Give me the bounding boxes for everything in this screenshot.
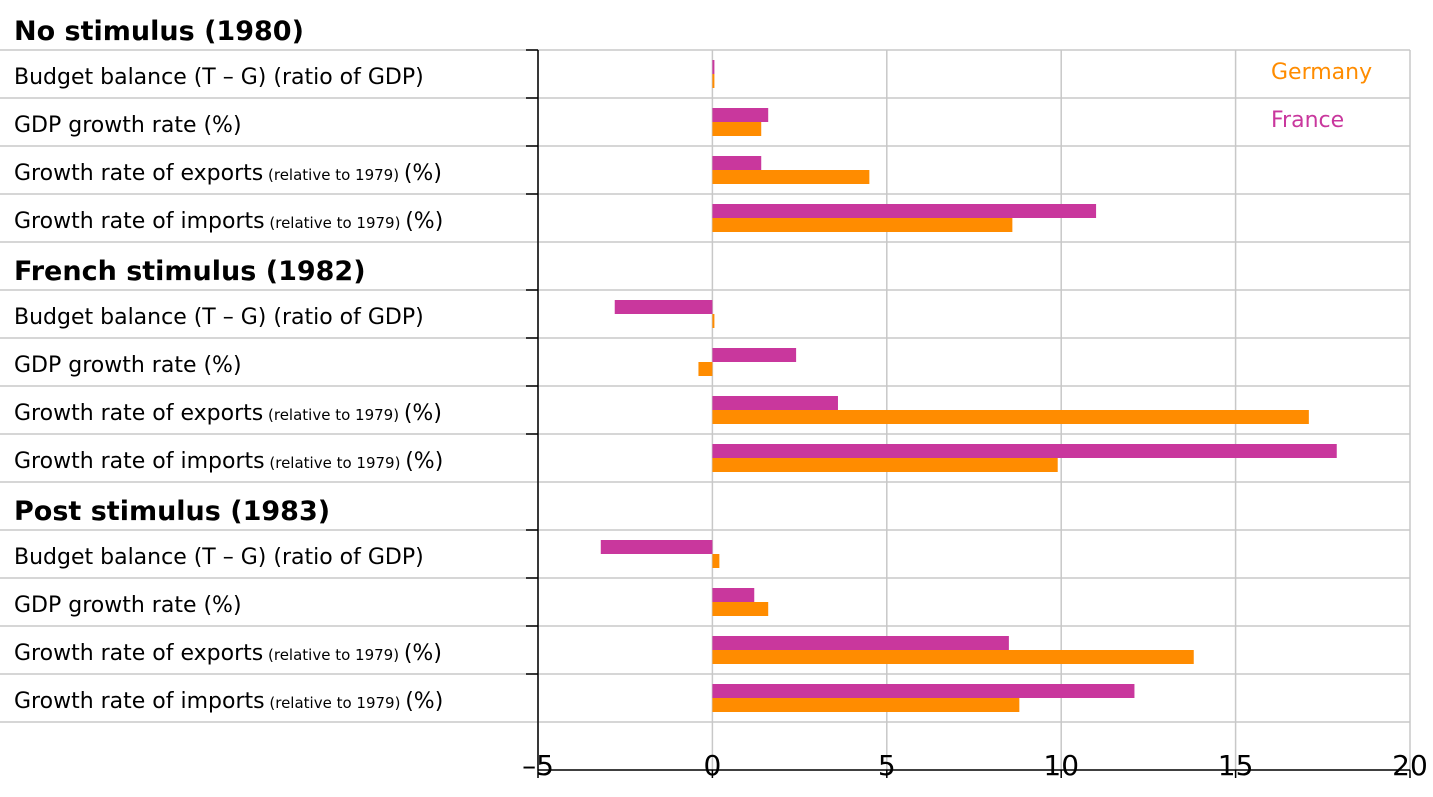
legend-item-france: France (1271, 108, 1344, 133)
row-label: Budget balance (T – G) (ratio of GDP) (14, 545, 424, 570)
bar-germany (712, 218, 1013, 232)
x-tick-labels: –5 0 5 10 15 20 (522, 749, 1428, 782)
bar-germany (712, 650, 1194, 664)
bar-france (712, 396, 838, 410)
bars (600, 60, 1337, 712)
row-label: GDP growth rate (%) (14, 593, 242, 618)
axes (526, 49, 1411, 778)
bar-germany (712, 410, 1309, 424)
bar-germany (712, 698, 1020, 712)
bar-france (712, 156, 762, 170)
bar-france (712, 444, 1337, 458)
x-tick-label: 0 (703, 749, 721, 782)
bar-france (712, 108, 769, 122)
row-label: Budget balance (T – G) (ratio of GDP) (14, 305, 424, 330)
bar-france (614, 300, 713, 314)
bar-germany (712, 458, 1058, 472)
row-label: Growth rate of exports (relative to 1979… (14, 161, 442, 186)
row-label: GDP growth rate (%) (14, 113, 242, 138)
row-label: Growth rate of imports (relative to 1979… (14, 209, 443, 234)
row-label: Growth rate of imports (relative to 1979… (14, 689, 443, 714)
bar-france (712, 60, 715, 74)
bar-france (712, 588, 755, 602)
row-labels: No stimulus (1980) Budget balance (T – G)… (14, 16, 443, 714)
x-tick-label: 15 (1218, 749, 1254, 782)
row-label: Growth rate of exports (relative to 1979… (14, 401, 442, 426)
row-label: Growth rate of imports (relative to 1979… (14, 449, 443, 474)
x-tick-label: 5 (878, 749, 896, 782)
bar-france (712, 204, 1097, 218)
bar-germany (712, 314, 715, 328)
section-heading: French stimulus (1982) (14, 256, 366, 287)
bar-germany (712, 122, 762, 136)
bar-germany (712, 74, 715, 88)
x-tick-label: 10 (1043, 749, 1079, 782)
row-label: Growth rate of exports (relative to 1979… (14, 641, 442, 666)
bar-france (712, 684, 1135, 698)
bar-france (600, 540, 713, 554)
bar-germany (698, 362, 713, 376)
legend-item-germany: Germany (1271, 60, 1372, 85)
bar-france (712, 636, 1009, 650)
x-tick-label: 20 (1392, 749, 1428, 782)
x-tick-label: –5 (522, 749, 554, 782)
section-heading: Post stimulus (1983) (14, 496, 330, 527)
bar-france (712, 348, 797, 362)
legend: Germany France (1271, 60, 1372, 133)
row-separators (0, 49, 1410, 723)
row-label: Budget balance (T – G) (ratio of GDP) (14, 65, 424, 90)
bar-germany (712, 602, 769, 616)
row-label: GDP growth rate (%) (14, 353, 242, 378)
section-heading: No stimulus (1980) (14, 16, 304, 47)
bar-germany (712, 554, 720, 568)
bar-germany (712, 170, 870, 184)
